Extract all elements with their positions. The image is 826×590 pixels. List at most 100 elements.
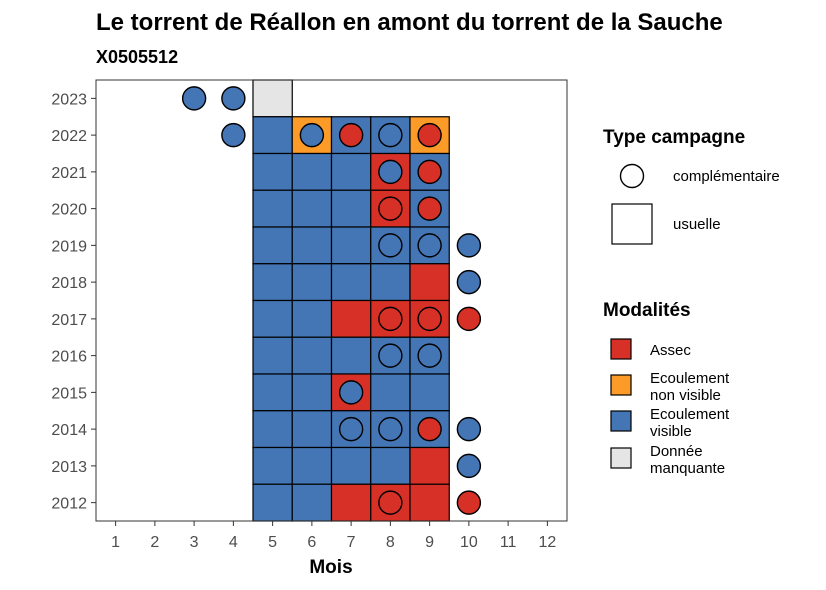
- cell-circle: [299, 122, 325, 148]
- cell-square: [291, 483, 333, 522]
- cell-square: [370, 446, 411, 485]
- cell-square: [252, 483, 293, 522]
- legend-title-modalites: Modalités: [603, 300, 691, 321]
- y-tick-label: 2016: [51, 349, 87, 366]
- legend-label-modalite: manquante: [650, 460, 725, 477]
- cell-circle: [338, 380, 364, 405]
- cell-square: [291, 152, 333, 191]
- x-tick-label: 3: [190, 534, 199, 551]
- x-tick-label: 12: [538, 534, 556, 551]
- cell-square: [252, 410, 293, 449]
- x-tick-label: 8: [386, 534, 395, 551]
- cell-square: [330, 336, 372, 375]
- x-tick-label: 6: [307, 534, 316, 551]
- x-tick-label: 4: [229, 534, 238, 551]
- legend-label-modalite: Assec: [650, 342, 691, 359]
- x-tick-label: 7: [347, 534, 356, 551]
- cell-circle: [378, 159, 403, 185]
- x-tick-label: 2: [150, 534, 159, 551]
- y-tick-label: 2015: [51, 385, 87, 402]
- cell-square: [409, 373, 450, 412]
- y-tick-label: 2013: [51, 459, 87, 476]
- cell-square: [330, 152, 372, 191]
- legend-key-modalite: [610, 410, 632, 432]
- legend-label-modalite: Donnée: [650, 443, 703, 460]
- cell-circle: [417, 196, 442, 221]
- cell-square: [291, 226, 333, 265]
- cell-square: [370, 263, 411, 302]
- cell-square: [252, 263, 293, 302]
- legend-label-modalite: visible: [650, 423, 692, 440]
- plot-border: [95, 79, 568, 522]
- y-tick-label: 2018: [51, 275, 87, 292]
- cell-square: [291, 189, 333, 228]
- cell-square: [291, 263, 333, 302]
- cell-square: [330, 189, 372, 228]
- cell-square: [291, 410, 333, 449]
- cell-circle: [378, 416, 403, 442]
- cell-square: [409, 446, 450, 485]
- x-tick-label: 1: [111, 534, 120, 551]
- cell-square: [252, 79, 293, 118]
- legend: Type campagne complémentaire usuelle Modali…: [603, 127, 780, 477]
- x-tick-label: 5: [268, 534, 277, 551]
- legend-title-type: Type campagne: [603, 127, 745, 148]
- cell-circle: [456, 416, 482, 442]
- cell-circle: [417, 159, 442, 185]
- x-tick-label: 11: [500, 534, 517, 551]
- y-tick-label: 2014: [51, 422, 87, 439]
- legend-label-modalite: Ecoulement: [650, 370, 730, 387]
- cell-square: [409, 483, 450, 522]
- cell-circle: [338, 122, 364, 148]
- cell-square: [291, 336, 333, 375]
- y-tick-label: 2019: [51, 238, 87, 255]
- cell-square: [252, 152, 293, 191]
- y-tick-label: 2021: [51, 165, 87, 182]
- cell-square: [330, 226, 372, 265]
- cell-square: [330, 483, 372, 522]
- cell-square: [252, 336, 293, 375]
- cell-circle: [181, 86, 207, 111]
- cell-circle: [456, 453, 482, 479]
- cell-square: [330, 299, 372, 338]
- plot-area: 1 2 3 4 5 6 7 8 9 10 11 122012201320142015201620172…: [51, 79, 568, 551]
- cell-square: [291, 446, 333, 485]
- cell-circle: [456, 306, 482, 332]
- legend-key-modalite: [610, 374, 632, 396]
- cell-circle: [378, 490, 403, 515]
- cell-circle: [456, 490, 482, 515]
- cell-square: [291, 299, 333, 338]
- cell-circle: [417, 122, 442, 148]
- cell-square: [370, 373, 411, 412]
- cell-square: [252, 116, 293, 155]
- cell-square: [252, 373, 293, 412]
- cell-circle: [378, 122, 403, 148]
- cell-circle: [456, 269, 482, 295]
- x-axis-title: Mois: [309, 557, 352, 578]
- cell-circle: [417, 343, 442, 368]
- y-tick-label: 2023: [51, 91, 87, 108]
- cell-circle: [417, 233, 442, 258]
- legend-key-modalite: [610, 338, 632, 360]
- cell-circle: [378, 306, 403, 332]
- cell-square: [252, 189, 293, 228]
- legend-key-square: [611, 203, 653, 245]
- chart-title: Le torrent de Réallon en amont du torren…: [96, 9, 723, 36]
- cell-circle: [417, 306, 442, 332]
- legend-key-modalite: [610, 447, 632, 469]
- x-tick-label: 9: [425, 534, 434, 551]
- cell-circle: [378, 233, 403, 258]
- cell-circle: [221, 86, 246, 111]
- legend-label-modalite: Ecoulement: [650, 406, 730, 423]
- cell-circle: [417, 416, 442, 442]
- cell-circle: [338, 416, 364, 442]
- legend-key-circle: [619, 163, 645, 189]
- cell-circle: [456, 233, 482, 258]
- y-tick-label: 2012: [51, 496, 87, 513]
- cell-square: [409, 263, 450, 302]
- cell-circle: [378, 343, 403, 368]
- chart-subtitle: X0505512: [96, 47, 178, 67]
- cell-square: [330, 263, 372, 302]
- cell-square: [252, 226, 293, 265]
